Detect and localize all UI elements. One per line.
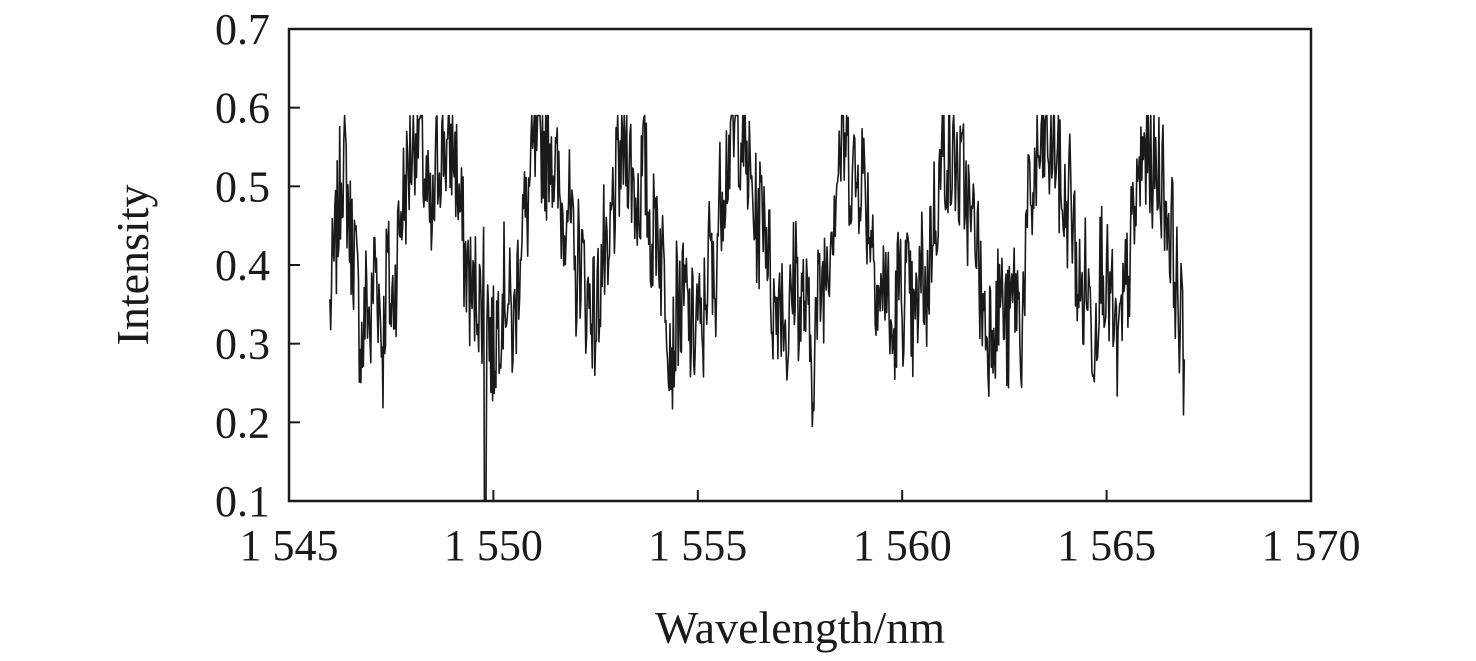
- x-tick-label: 1 555: [648, 521, 747, 570]
- y-axis-title: Intensity: [107, 185, 158, 346]
- x-tick-label: 1 560: [853, 521, 952, 570]
- spectrum-series-line: [329, 114, 1186, 502]
- x-axis-title: Wavelength/nm: [655, 602, 945, 653]
- y-tick-label: 0.2: [215, 398, 270, 447]
- y-axis-ticks: 0.1 0.2 0.3 0.4 0.5 0.6 0.7: [215, 5, 300, 526]
- x-tick-label: 1 545: [240, 521, 339, 570]
- y-tick-label: 0.7: [215, 5, 270, 54]
- x-tick-label: 1 570: [1262, 521, 1361, 570]
- y-tick-label: 0.3: [215, 320, 270, 369]
- y-tick-label: 0.1: [215, 477, 270, 526]
- x-tick-label: 1 565: [1057, 521, 1156, 570]
- y-tick-label: 0.4: [215, 241, 270, 290]
- plot-layer: [329, 114, 1186, 502]
- x-axis-ticks: 1 545 1 550 1 555 1 560 1 565 1 570: [240, 490, 1361, 570]
- plot-frame: [287, 27, 1313, 503]
- x-tick-label: 1 550: [444, 521, 543, 570]
- y-tick-label: 0.5: [215, 162, 270, 211]
- y-tick-label: 0.6: [215, 84, 270, 133]
